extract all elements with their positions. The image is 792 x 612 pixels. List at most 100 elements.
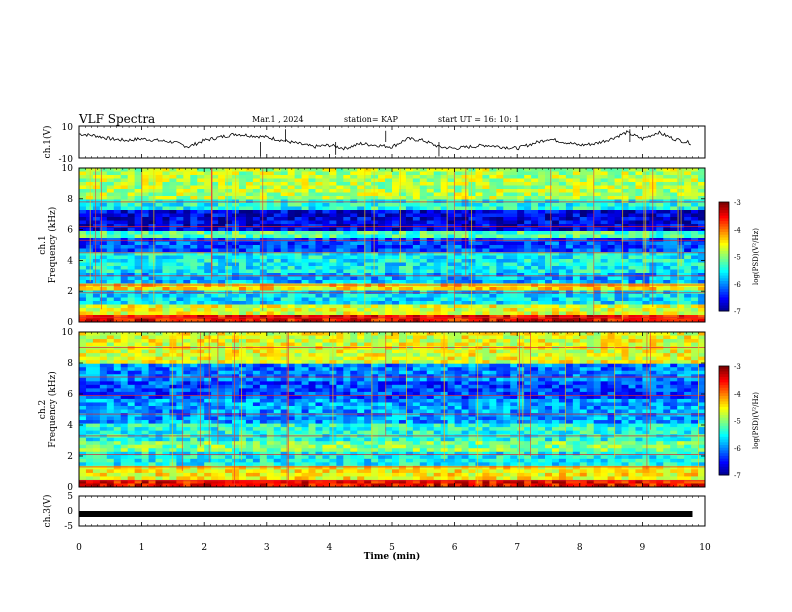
heatmap-cell	[593, 171, 602, 176]
heatmap-cell	[329, 168, 337, 172]
heatmap-cell	[350, 269, 358, 274]
heatmap-cell	[600, 301, 609, 305]
heatmap-cell	[503, 203, 511, 207]
heatmap-cell	[698, 269, 706, 274]
heatmap-cell	[169, 280, 177, 284]
heatmap-cell	[85, 213, 94, 218]
heatmap-cell	[698, 217, 706, 221]
heatmap-cell	[378, 178, 386, 183]
heatmap-cell	[545, 210, 553, 214]
heatmap-cell	[524, 241, 532, 246]
colorbar-swatch	[719, 294, 729, 298]
heatmap-cell	[378, 241, 386, 246]
heatmap-cell	[280, 266, 289, 270]
heatmap-cell	[238, 189, 247, 193]
heatmap-cell	[218, 318, 226, 323]
heatmap-cell	[322, 308, 330, 312]
heatmap-cell	[364, 339, 372, 343]
heatmap-cell	[343, 266, 351, 270]
heatmap-cell	[433, 224, 442, 228]
heatmap-cell	[364, 301, 372, 305]
heatmap-cell	[551, 182, 560, 186]
heatmap-cell	[343, 301, 351, 305]
heatmap-cell	[614, 304, 622, 309]
heatmap-cell	[551, 304, 560, 309]
heatmap-cell	[162, 220, 170, 225]
heatmap-cell	[336, 346, 344, 351]
heatmap-cell	[419, 203, 428, 207]
heatmap-cell	[294, 227, 302, 232]
heatmap-cell	[517, 346, 525, 351]
heatmap-cell	[322, 273, 330, 277]
heatmap-cell	[572, 255, 581, 260]
heatmap-cell	[593, 185, 602, 190]
heatmap-cell	[607, 171, 615, 176]
heatmap-cell	[635, 304, 643, 309]
heatmap-cell	[656, 175, 664, 179]
heatmap-cell	[259, 311, 268, 316]
heatmap-cell	[204, 339, 212, 343]
heatmap-cell	[301, 178, 309, 183]
heatmap-cell	[280, 245, 289, 249]
heatmap-cell	[698, 308, 706, 312]
heatmap-cell	[510, 269, 518, 274]
heatmap-cell	[134, 266, 142, 270]
heatmap-cell	[454, 339, 462, 343]
heatmap-cell	[628, 213, 636, 218]
heatmap-cell	[496, 189, 504, 193]
heatmap-cell	[440, 301, 449, 305]
heatmap-cell	[579, 332, 588, 336]
heatmap-cell	[218, 255, 226, 260]
heatmap-cell	[378, 252, 386, 256]
heatmap-cell	[447, 217, 455, 221]
heatmap-cell	[482, 346, 490, 351]
heatmap-cell	[301, 346, 309, 351]
heatmap-cell	[273, 227, 282, 232]
heatmap-cell	[551, 276, 560, 281]
heatmap-cell	[197, 294, 205, 298]
heatmap-cell	[635, 297, 643, 302]
heatmap-cell	[148, 255, 156, 260]
heatmap-cell	[308, 217, 316, 221]
heatmap-cell	[691, 178, 699, 183]
heatmap-cell	[531, 206, 539, 211]
heatmap-cell	[218, 339, 226, 343]
heatmap-cell	[489, 189, 497, 193]
heatmap-cell	[593, 234, 602, 239]
heatmap-cell	[148, 259, 156, 263]
heatmap-cell	[238, 332, 247, 336]
heatmap-cell	[468, 339, 476, 343]
heatmap-cell	[538, 262, 546, 267]
heatmap-cell	[579, 255, 588, 260]
heatmap-cell	[294, 231, 302, 235]
colorbar-label: log(PSD)(V²/Hz)	[752, 228, 760, 285]
heatmap-cell	[245, 318, 254, 323]
heatmap-cell	[489, 301, 497, 305]
heatmap-cell	[79, 269, 87, 274]
heatmap-cell	[92, 335, 101, 340]
heatmap-cell	[134, 220, 142, 225]
heatmap-cell	[252, 318, 261, 323]
heatmap-cell	[572, 213, 581, 218]
heatmap-cell	[134, 210, 142, 214]
heatmap-cell	[134, 245, 142, 249]
heatmap-cell	[85, 168, 94, 172]
heatmap-cell	[280, 301, 289, 305]
heatmap-cell	[691, 297, 699, 302]
heatmap-cell	[440, 252, 449, 256]
heatmap-cell	[503, 269, 511, 274]
heatmap-cell	[538, 206, 546, 211]
heatmap-cell	[113, 245, 122, 249]
heatmap-cell	[593, 280, 602, 284]
heatmap-cell	[176, 234, 184, 239]
heatmap-cell	[447, 276, 455, 281]
heatmap-cell	[183, 241, 191, 246]
heatmap-cell	[510, 185, 518, 190]
heatmap-cell	[113, 276, 122, 281]
colorbar-swatch	[719, 253, 729, 258]
heatmap-cell	[252, 252, 261, 256]
heatmap-cell	[204, 171, 212, 176]
heatmap-cell	[489, 280, 497, 284]
heatmap-cell	[92, 178, 101, 183]
heatmap-cell	[628, 287, 636, 291]
